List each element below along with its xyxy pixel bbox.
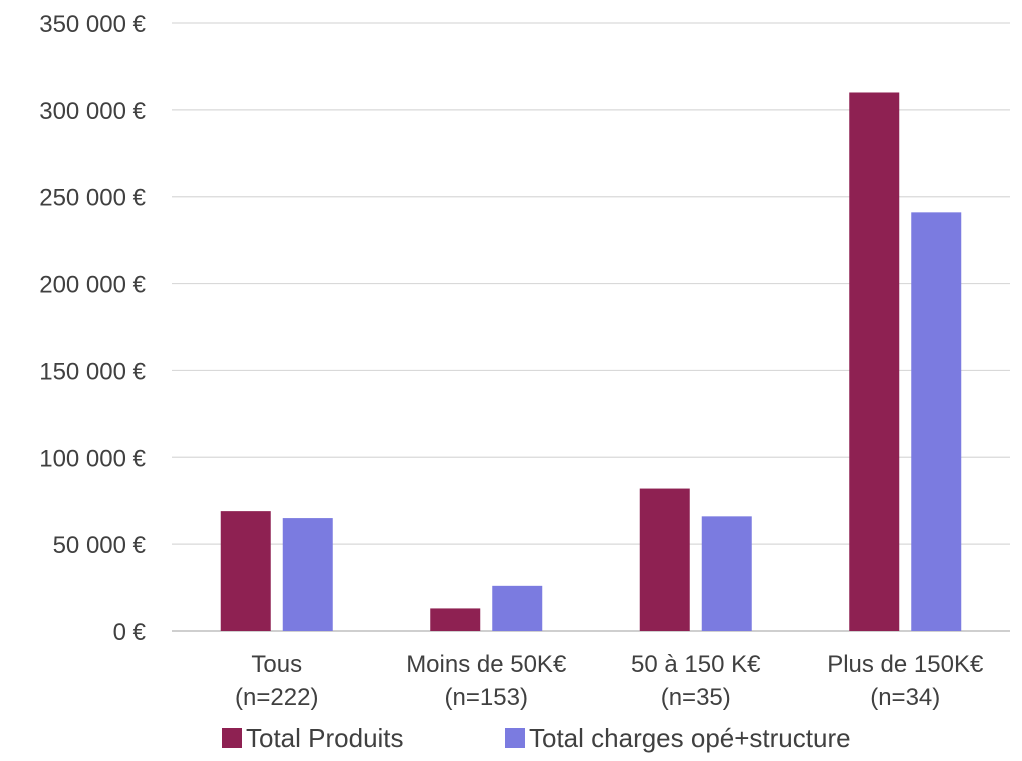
bar-total-produits: [639, 488, 690, 631]
bar-total-charges: [282, 518, 333, 631]
bars: [220, 92, 962, 631]
x-category-label: 50 à 150 K€: [631, 651, 761, 678]
y-axis-ticks: 0 € 50 000 € 100 000 € 150 000 € 200 000 € 25…: [39, 11, 146, 646]
legend-swatch: [222, 728, 242, 748]
y-tick-label: 350 000 €: [39, 11, 146, 38]
x-category-count: (n=222): [235, 684, 318, 711]
bar-total-produits: [220, 511, 271, 631]
y-tick-label: 0 €: [113, 619, 147, 646]
x-category-count: (n=34): [870, 684, 940, 711]
bar-total-produits: [849, 92, 900, 631]
x-category-label: Plus de 150K€: [827, 651, 984, 678]
x-axis: Tous (n=222) Moins de 50K€ (n=153) 50 à 150 …: [235, 651, 984, 711]
x-category-label: Moins de 50K€: [406, 651, 567, 678]
legend-label: Total charges opé+structure: [529, 723, 851, 753]
bar-total-charges: [701, 516, 752, 631]
y-tick-label: 50 000 €: [53, 532, 147, 559]
legend: Total Produits Total charges opé+structur…: [222, 723, 851, 753]
x-category-count: (n=35): [661, 684, 731, 711]
y-tick-label: 250 000 €: [39, 185, 146, 212]
bar-total-charges: [492, 585, 543, 631]
y-tick-label: 100 000 €: [39, 445, 146, 472]
y-tick-label: 150 000 €: [39, 358, 146, 385]
y-tick-label: 200 000 €: [39, 272, 146, 299]
bar-total-produits: [430, 608, 481, 631]
legend-swatch: [505, 728, 525, 748]
bar-total-charges: [911, 212, 962, 631]
legend-label: Total Produits: [246, 723, 404, 753]
y-tick-label: 300 000 €: [39, 98, 146, 125]
x-category-label: Tous: [251, 651, 302, 678]
x-category-count: (n=153): [445, 684, 528, 711]
